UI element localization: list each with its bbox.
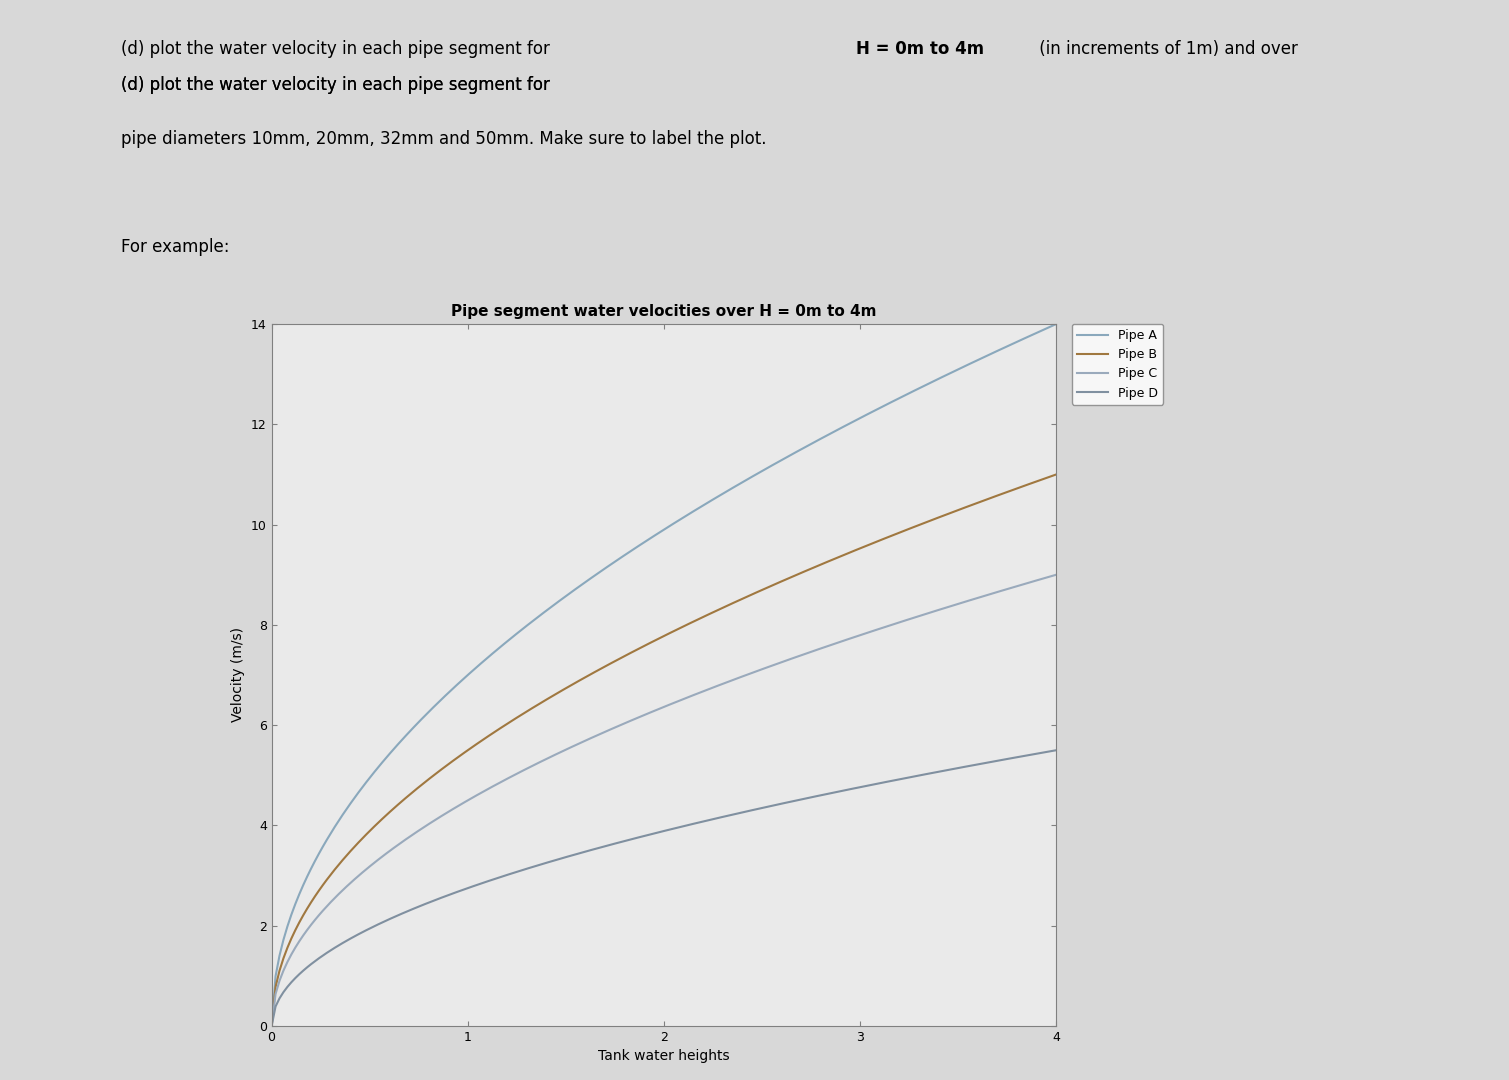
Title: Pipe segment water velocities over H = 0m to 4m: Pipe segment water velocities over H = 0… xyxy=(451,303,877,319)
Pipe A xyxy=(309,847,327,860)
Pipe C xyxy=(263,1020,281,1032)
Pipe B xyxy=(309,885,327,897)
Pipe B xyxy=(981,492,999,505)
Pipe C xyxy=(1047,568,1065,581)
Pipe A xyxy=(263,1020,281,1032)
Line: Pipe C: Pipe C xyxy=(272,575,1056,1026)
Pipe D xyxy=(409,901,427,914)
Text: (d) plot the water velocity in each pipe segment for: (d) plot the water velocity in each pipe… xyxy=(121,76,555,94)
Text: pipe diameters 10mm, 20mm, 32mm and 50mm. Make sure to label the plot.: pipe diameters 10mm, 20mm, 32mm and 50mm… xyxy=(121,130,767,148)
Pipe B xyxy=(1047,468,1065,481)
Pipe A xyxy=(471,658,489,671)
Line: Pipe B: Pipe B xyxy=(272,474,1056,1026)
Pipe C xyxy=(294,929,312,942)
Pipe C xyxy=(471,786,489,799)
Pipe D xyxy=(981,756,999,769)
Pipe A xyxy=(409,717,427,730)
Legend: Pipe A, Pipe B, Pipe C, Pipe D: Pipe A, Pipe B, Pipe C, Pipe D xyxy=(1071,324,1163,405)
Pipe C xyxy=(409,825,427,838)
Pipe D xyxy=(1008,751,1026,764)
Pipe D xyxy=(309,951,327,964)
Text: For example:: For example: xyxy=(121,238,229,256)
Pipe D xyxy=(471,877,489,890)
Pipe C xyxy=(309,908,327,921)
Pipe C xyxy=(981,588,999,600)
Pipe B xyxy=(409,782,427,795)
Text: (d) plot the water velocity in each pipe segment for: (d) plot the water velocity in each pipe… xyxy=(121,40,555,58)
Text: (d) plot the water velocity in each pipe segment for: (d) plot the water velocity in each pipe… xyxy=(121,76,555,94)
Pipe A xyxy=(1047,318,1065,330)
Pipe B xyxy=(294,909,312,922)
Pipe B xyxy=(1008,482,1026,495)
Text: (in increments of 1m) and over: (in increments of 1m) and over xyxy=(1034,40,1298,58)
Text: H = 0m to 4m: H = 0m to 4m xyxy=(856,40,984,58)
Pipe D xyxy=(263,1020,281,1032)
Pipe C xyxy=(1008,580,1026,593)
Pipe A xyxy=(1008,336,1026,349)
Y-axis label: Velocity (m/s): Velocity (m/s) xyxy=(231,627,246,723)
Pipe B xyxy=(263,1020,281,1032)
Pipe D xyxy=(294,964,312,977)
Line: Pipe A: Pipe A xyxy=(272,324,1056,1026)
Pipe D xyxy=(1047,744,1065,757)
Pipe A xyxy=(294,879,312,892)
X-axis label: Tank water heights: Tank water heights xyxy=(598,1050,730,1064)
Line: Pipe D: Pipe D xyxy=(272,751,1056,1026)
Pipe A xyxy=(981,348,999,361)
Pipe B xyxy=(471,734,489,747)
